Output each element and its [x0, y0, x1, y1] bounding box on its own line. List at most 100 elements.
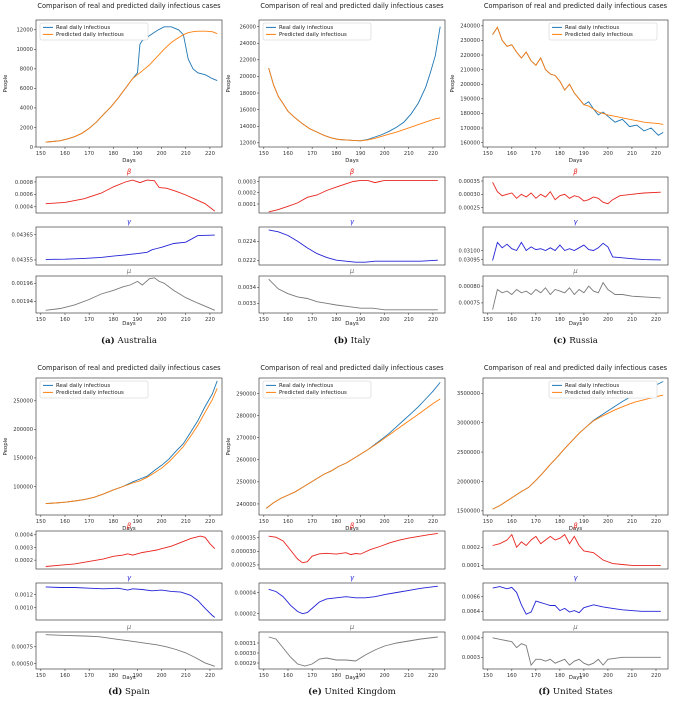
parameter-line — [45, 586, 216, 618]
plot-frame — [482, 226, 669, 266]
predicted-series-line — [492, 26, 664, 125]
caption-letter: (e) — [308, 686, 322, 697]
y-tick-label: 180000 — [460, 111, 480, 117]
y-tick-label: 26000 — [239, 24, 256, 30]
y-tick-label: 0.0002 — [238, 191, 256, 197]
plot-frame — [482, 631, 669, 670]
x-tick-label: 190 — [133, 519, 143, 525]
parameter-panel: β 0.0002 0.0003 0.0004 — [15, 522, 223, 570]
y-tick-label: 0.00029 — [235, 661, 256, 667]
parameter-label: β — [573, 522, 578, 530]
x-tick-label: 190 — [356, 519, 366, 525]
y-tick-label: 0.00194 — [12, 299, 34, 305]
chart-panel-a: Comparison of real and predicted daily i… — [3, 2, 223, 346]
x-tick-label: 180 — [555, 317, 565, 323]
x-tick-label: 210 — [627, 673, 637, 679]
y-tick-label: 0.0003 — [462, 655, 480, 661]
x-tick-label: 150 — [259, 151, 269, 157]
x-tick-label: 210 — [181, 519, 191, 525]
x-tick-label: 210 — [627, 151, 637, 157]
x-axis-label: Days — [122, 321, 136, 327]
x-tick-label: 220 — [428, 151, 438, 157]
y-axis-label: People — [3, 437, 9, 456]
x-tick-label: 190 — [579, 673, 589, 679]
caption-country: United States — [550, 687, 612, 697]
parameter-label: γ — [573, 574, 578, 582]
plot-frame — [258, 226, 446, 266]
parameter-panel: γ 0.00002 0.00004 — [235, 574, 446, 621]
chart-title: Comparison of real and predicted daily i… — [484, 2, 668, 10]
parameter-label: μ — [126, 267, 132, 275]
x-tick-label: 200 — [380, 317, 390, 323]
x-tick-label: 200 — [157, 151, 167, 157]
panel-caption: (e) United Kingdom — [308, 686, 396, 697]
real-series-line — [492, 381, 664, 510]
plot-frame — [35, 275, 223, 314]
x-tick-label: 180 — [108, 151, 118, 157]
parameter-label: β — [350, 522, 355, 530]
y-tick-label: 220000 — [460, 53, 480, 59]
x-tick-label: 180 — [555, 151, 565, 157]
x-tick-label: 160 — [60, 673, 70, 679]
caption-letter: (a) — [101, 335, 115, 346]
parameter-panel: μ 0.00050 0.00075 150 160 170 180 190 200 210 220 — [12, 623, 223, 679]
parameter-panel: γ 0.03095 0.03100 — [459, 218, 669, 266]
parameter-line — [45, 179, 216, 212]
parameter-panel: γ 0.04355 0.04365 — [12, 218, 223, 266]
y-tick-label: 2000 — [20, 125, 33, 131]
plot-frame — [482, 275, 669, 314]
legend-label: Predicted daily infectious — [565, 32, 633, 38]
y-tick-label: 0.0004 — [15, 533, 34, 539]
x-tick-label: 170 — [531, 317, 541, 323]
y-tick-label: 240000 — [460, 24, 480, 30]
y-tick-label: 0.0004 — [462, 636, 481, 642]
x-tick-label: 210 — [627, 519, 637, 525]
panel-caption: (f) United States — [538, 686, 612, 697]
x-tick-label: 160 — [283, 519, 293, 525]
parameter-line — [492, 637, 661, 667]
caption-country: Australia — [115, 336, 157, 346]
x-tick-label: 180 — [108, 317, 118, 323]
panel-caption: (a) Australia — [101, 335, 157, 346]
x-tick-label: 160 — [507, 673, 517, 679]
y-tick-label: 0.0033 — [238, 301, 256, 307]
x-tick-label: 180 — [108, 673, 118, 679]
x-tick-label: 180 — [555, 519, 565, 525]
predicted-series-line — [492, 394, 664, 510]
plot-frame — [482, 176, 669, 214]
plot-frame — [35, 582, 223, 621]
y-axis-label: People — [3, 74, 9, 93]
predicted-series-line — [45, 30, 218, 143]
predicted-series-line — [268, 67, 441, 142]
parameter-label: γ — [350, 574, 355, 582]
y-tick-label: 200000 — [460, 82, 480, 88]
x-tick-label: 160 — [283, 673, 293, 679]
y-tick-label: 0.0064 — [462, 609, 481, 615]
legend-label: Predicted daily infectious — [565, 390, 633, 396]
parameter-line — [268, 229, 438, 263]
x-tick-label: 150 — [483, 673, 493, 679]
x-tick-label: 190 — [356, 151, 366, 157]
chart-panel-e: Comparison of real and predicted daily i… — [226, 364, 446, 697]
x-axis-label: Days — [569, 158, 583, 164]
caption-country: Spain — [122, 687, 150, 697]
parameter-line — [268, 636, 438, 667]
plot-frame — [35, 377, 223, 516]
y-tick-label: 0.00004 — [235, 590, 257, 596]
y-tick-label: 0 — [30, 145, 33, 151]
x-tick-label: 210 — [181, 151, 191, 157]
x-tick-label: 210 — [181, 673, 191, 679]
x-tick-label: 160 — [507, 151, 517, 157]
x-tick-label: 170 — [307, 317, 317, 323]
caption-country: Italy — [348, 336, 370, 346]
x-tick-label: 190 — [356, 317, 366, 323]
y-tick-label: 0.000030 — [231, 549, 256, 555]
plot-frame — [258, 582, 446, 621]
caption-country: Russia — [566, 336, 597, 346]
x-tick-label: 190 — [133, 317, 143, 323]
y-tick-label: 3000000 — [457, 420, 480, 426]
x-tick-label: 160 — [60, 151, 70, 157]
parameter-line — [45, 634, 215, 667]
y-tick-label: 0.000035 — [231, 536, 256, 542]
y-tick-label: 100000 — [13, 484, 33, 490]
